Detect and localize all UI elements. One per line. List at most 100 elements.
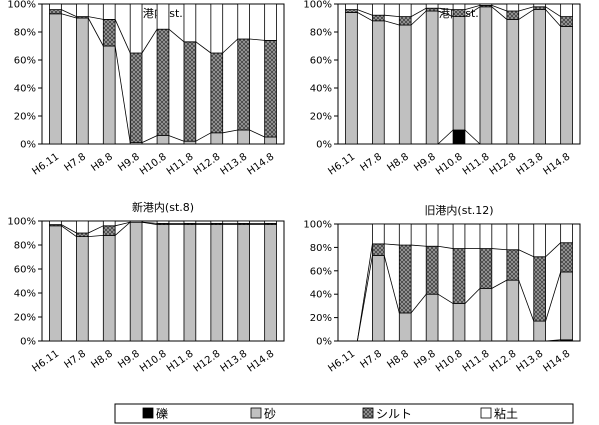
series-connector <box>545 271 562 322</box>
bar-segment-シルト <box>102 18 116 47</box>
series-connector <box>115 221 131 227</box>
bar-segment-砂 <box>452 16 466 131</box>
bar-segment-シルト <box>345 9 358 13</box>
bar-segment-粘土 <box>210 220 224 224</box>
chart-3: 新港内(st.8) 0% 20% 40% 60% 80% 100% H6.11 H7.8 H8.8… <box>7 200 285 375</box>
series-connector <box>491 6 508 20</box>
bar-segment-砂 <box>372 255 385 342</box>
y-tick-label: 40% <box>14 84 36 95</box>
bar-segment-シルト <box>452 248 466 304</box>
bar-segment-粘土 <box>560 223 573 244</box>
x-tick-label: H8.8 <box>385 151 411 173</box>
series-connector <box>249 129 265 138</box>
bar-segment-粘土 <box>533 223 546 258</box>
x-tick-label: H10.8 <box>434 348 465 374</box>
series-connector <box>61 225 77 237</box>
series-connector <box>222 38 239 54</box>
y-tick-label: 0% <box>316 337 332 348</box>
series-connector <box>141 135 158 143</box>
x-tick-label: H11.8 <box>461 348 492 374</box>
series-connector <box>437 7 454 10</box>
bar-segment-砂 <box>237 224 250 342</box>
x-tick-label: H7.8 <box>63 151 89 173</box>
bar-segment-粘土 <box>264 3 277 41</box>
chart-4: 旧港内(st.12) 0% 20% 40% 60% 80% 100% H6.11 H7.8 H8.… <box>303 203 581 375</box>
series-connector <box>545 242 561 258</box>
bar-segment-砂 <box>156 224 170 342</box>
x-tick-label: H13.8 <box>515 151 546 177</box>
bar-segment-砂 <box>156 135 170 145</box>
chart-2: 新港内(st.7)0%20%40%60%80%100%H6.11H7.8H8.8… <box>303 0 581 178</box>
series-connector <box>491 5 508 12</box>
series-connector <box>384 14 400 17</box>
bar-segment-砂 <box>479 6 493 145</box>
series-connector <box>114 221 131 236</box>
bar-segment-砂 <box>183 224 197 342</box>
x-tick-label: H11.8 <box>461 151 492 177</box>
bar-segment-礫 <box>452 129 466 145</box>
bar-segment-粘土 <box>264 220 277 224</box>
bar-segment-シルト <box>183 41 197 142</box>
bar-segment-粘土 <box>425 223 439 247</box>
legend-swatch <box>362 407 374 419</box>
x-tick-label: H12.8 <box>488 151 519 177</box>
x-tick-label: H9.8 <box>116 151 142 173</box>
bar-segment-シルト <box>264 40 277 138</box>
bar-segment-粘土 <box>237 3 250 40</box>
bar-segment-粘土 <box>156 220 170 224</box>
legend-box <box>114 403 574 424</box>
bar-segment-シルト <box>560 16 573 27</box>
legend: 礫 砂 シルト 粘土 <box>114 403 574 424</box>
x-tick-label: H14.8 <box>246 151 277 177</box>
bar-segment-砂 <box>398 24 412 145</box>
bar-segment-シルト <box>129 52 143 143</box>
bar-segment-シルト <box>398 244 412 314</box>
series-connector <box>61 224 77 234</box>
y-tick-label: 0% <box>316 140 332 151</box>
bar-segment-粘土 <box>479 223 493 249</box>
x-tick-label: H12.8 <box>192 348 223 374</box>
x-tick-label: H6.11 <box>326 348 357 374</box>
series-connector <box>411 244 427 247</box>
bar-segment-シルト <box>398 16 412 26</box>
x-tick-label: H10.8 <box>138 348 169 374</box>
bar-segment-粘土 <box>183 3 197 43</box>
bar-segment-シルト <box>76 232 89 237</box>
bar-segment-砂 <box>210 132 224 145</box>
series-connector <box>437 293 454 304</box>
series-connector <box>88 225 104 234</box>
bar-segment-砂 <box>49 13 62 145</box>
bar-segment-粘土 <box>49 220 62 225</box>
bar-segment-粘土 <box>452 223 466 249</box>
series-connector <box>195 132 212 142</box>
series-connector <box>410 7 427 17</box>
y-tick-label: 20% <box>310 112 332 123</box>
bar-segment-シルト <box>372 243 385 256</box>
series-connector <box>61 9 77 17</box>
bar-segment-粘土 <box>210 3 224 54</box>
y-tick-label: 100% <box>7 0 36 11</box>
bar-segment-シルト <box>237 38 250 131</box>
x-tick-label: H7.8 <box>359 151 385 173</box>
y-tick-label: 60% <box>14 56 36 67</box>
bar-segment-砂 <box>425 293 439 342</box>
series-connector <box>518 280 535 322</box>
x-tick-label: H8.8 <box>89 151 115 173</box>
bar-segment-粘土 <box>560 3 573 17</box>
x-tick-label: H10.8 <box>434 151 465 177</box>
legend-label: 礫 <box>156 406 168 421</box>
series-connector <box>249 38 265 41</box>
bar-segment-シルト <box>452 9 466 17</box>
y-tick-label: 100% <box>303 0 332 11</box>
y-tick-label: 40% <box>14 289 36 300</box>
series-connector <box>491 279 508 289</box>
series-connector <box>87 17 104 47</box>
bar-segment-砂 <box>129 221 143 342</box>
legend-label: 砂 <box>264 407 276 421</box>
y-tick-label: 60% <box>14 265 36 276</box>
series-connector <box>168 28 185 43</box>
bar-segment-砂 <box>237 129 250 145</box>
series-connector <box>222 129 238 134</box>
bar-segment-砂 <box>372 20 385 145</box>
series-connector <box>518 9 534 20</box>
